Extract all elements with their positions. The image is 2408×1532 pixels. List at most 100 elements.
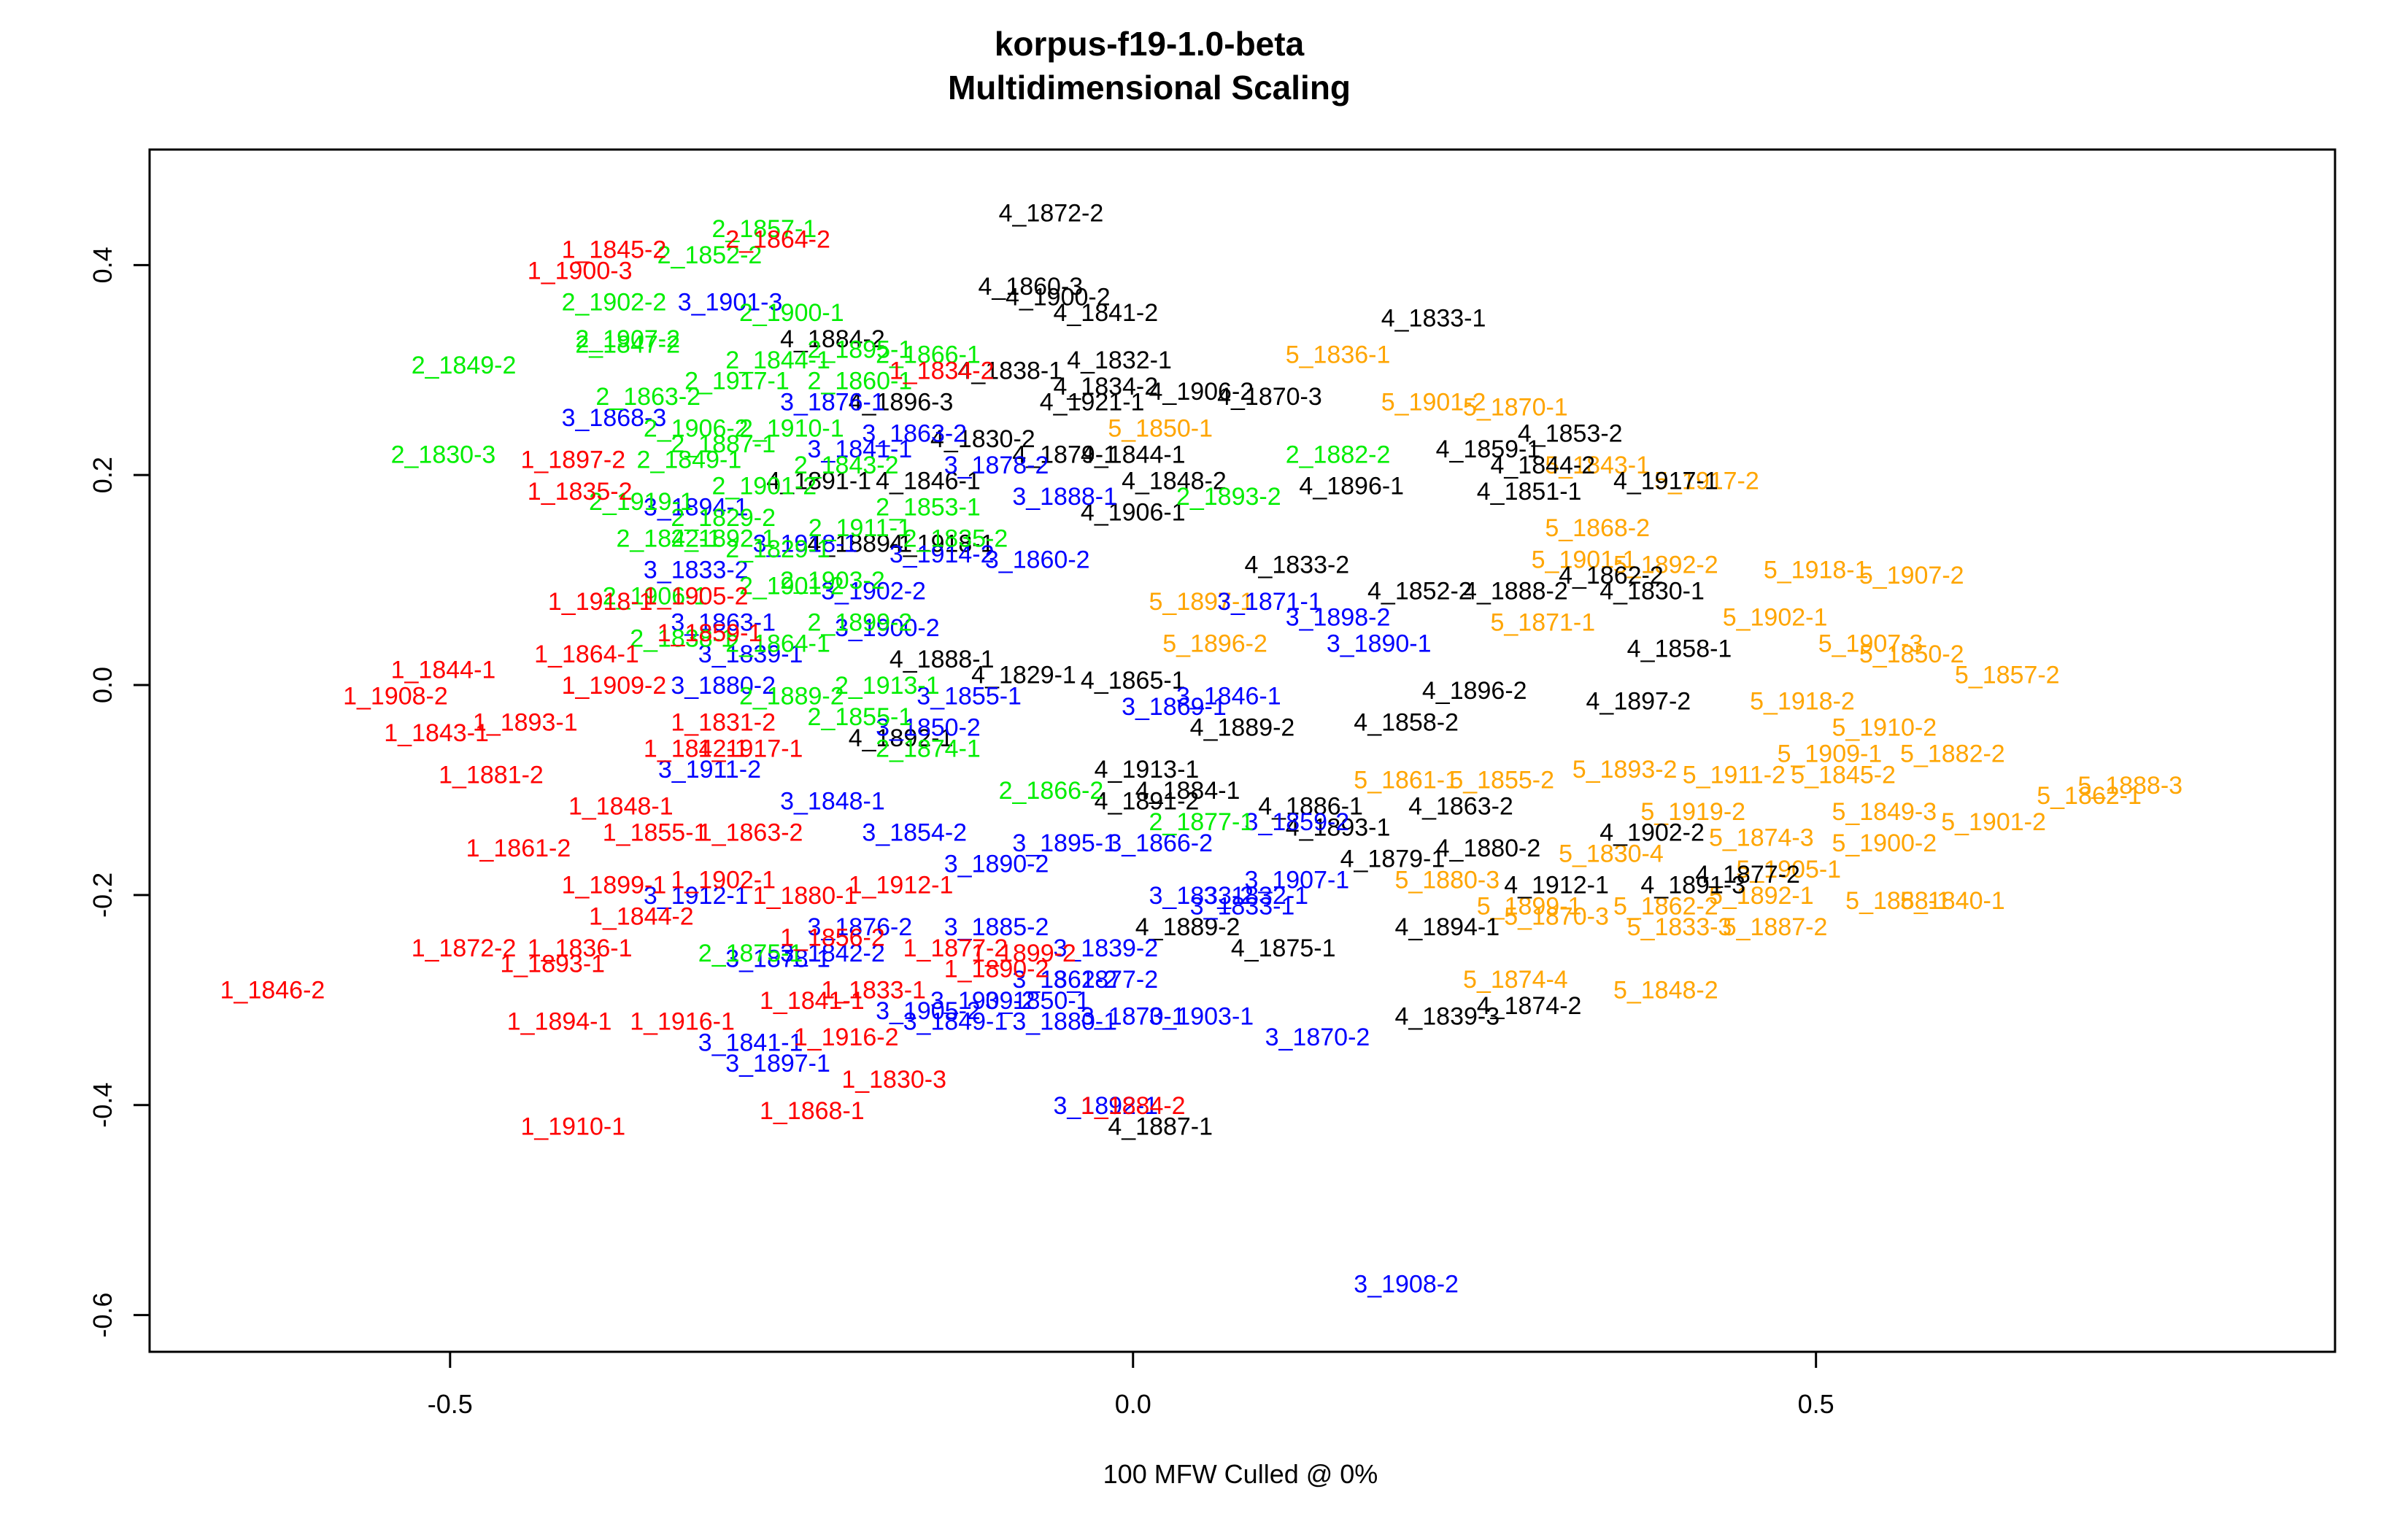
- point-label: 4_1921-1: [1040, 388, 1145, 416]
- point-label: 3_1855-1: [916, 682, 1022, 710]
- point-label: 2_1844-1: [725, 347, 830, 374]
- point-label: 4_1918-1: [890, 530, 995, 558]
- point-label: 3_1900-2: [835, 614, 940, 642]
- point-label: 2_1860-1: [808, 368, 913, 395]
- x-tick-label: 0.0: [1115, 1389, 1151, 1419]
- point-label: 3_1833-2: [1149, 882, 1254, 910]
- point-label: 1_1834-2: [890, 357, 995, 384]
- point-label: 5_1918-2: [1750, 688, 1855, 716]
- chart-title: korpus-f19-1.0-beta: [995, 25, 1305, 63]
- point-label: 1_1836-1: [528, 935, 633, 962]
- point-label: 3_1870-2: [1265, 1024, 1370, 1051]
- point-label: 4_1858-2: [1354, 708, 1459, 736]
- point-label: 4_1906-1: [1081, 499, 1186, 527]
- point-label: 3_1832-1: [1203, 882, 1308, 910]
- point-label: 4_1858-1: [1627, 635, 1732, 663]
- point-label: 1_1899-1: [562, 872, 667, 900]
- point-label: 4_1897-2: [1586, 688, 1691, 716]
- point-label: 4_1838-1: [957, 357, 1062, 384]
- y-tick-label: -0.6: [88, 1293, 117, 1338]
- point-label: 3_1860-2: [985, 546, 1090, 573]
- y-tick-label: 0.0: [88, 667, 117, 703]
- point-label: 1_1872-2: [412, 935, 517, 962]
- point-label: 4_1877-2: [1695, 861, 1800, 889]
- point-label: 4_1870-3: [1217, 383, 1322, 411]
- point-label: 1_1909-2: [562, 672, 667, 700]
- point-label: 4_1896-2: [1422, 677, 1527, 705]
- point-label: 5_1892-1: [1709, 882, 1814, 910]
- point-label: 1_1912-1: [849, 872, 954, 900]
- point-label: 4_1886-1: [1258, 793, 1363, 821]
- point-label: 4_1892-1: [849, 724, 954, 752]
- point-label: 4_1896-1: [1299, 473, 1404, 500]
- point-label: 5_1909-1: [1778, 740, 1883, 768]
- point-label: 2_1852-2: [657, 241, 763, 269]
- point-label: 1_1833-1: [821, 976, 926, 1004]
- point-label: 5_1896-2: [1162, 630, 1267, 657]
- point-label: 5_1905-1: [1736, 856, 1841, 883]
- point-label: 4_1833-2: [1245, 552, 1350, 579]
- point-label: 1_1845-2: [562, 236, 667, 264]
- point-label: 2_1902-2: [562, 289, 667, 317]
- point-label: 3_1863-1: [671, 609, 776, 637]
- point-label: 1_1861-2: [466, 835, 571, 862]
- point-label: 5_1901-2: [1941, 808, 2046, 836]
- point-label: 2_1882-2: [1286, 441, 1391, 468]
- point-label: 4_1888-1: [890, 646, 995, 673]
- point-label: 2_1901-2: [712, 473, 817, 500]
- point-label: 5_1888-3: [2077, 772, 2183, 800]
- point-label: 4_1891-3: [1640, 872, 1745, 900]
- point-label: 4_1829-1: [971, 662, 1076, 689]
- point-label: 4_1889-2: [1190, 714, 1295, 742]
- point-label: 1_1897-2: [520, 446, 625, 474]
- point-label: 3_1850-1: [985, 987, 1090, 1015]
- point-label: 5_1874-3: [1709, 824, 1814, 852]
- point-label: 5_1855-2: [1449, 767, 1554, 794]
- point-label: 3_1880-2: [671, 672, 776, 700]
- point-label: 4_1851-1: [1477, 478, 1582, 506]
- point-label: 4_1872-2: [999, 199, 1104, 227]
- point-label: 5_1910-2: [1832, 714, 1937, 742]
- y-tick-label: -0.4: [88, 1083, 117, 1128]
- point-label: 5_1836-1: [1286, 341, 1391, 369]
- point-label: 5_1899-1: [1477, 892, 1582, 920]
- point-label: 2_1853-1: [876, 493, 981, 521]
- point-label: 3_1885-2: [944, 913, 1049, 941]
- point-label: 3_1870-1: [1081, 1002, 1186, 1030]
- point-label: 4_1862-2: [1559, 562, 1664, 589]
- point-label: 4_1844-1: [1081, 441, 1186, 468]
- point-label: 4_1894-1: [1394, 913, 1500, 941]
- point-label: 3_1890-2: [944, 851, 1049, 878]
- point-label: 1_1844-1: [391, 656, 496, 684]
- point-label: 4_1844-2: [1490, 452, 1595, 479]
- plot-frame: [148, 148, 2336, 1353]
- point-label: 3_1907-1: [1245, 866, 1350, 894]
- point-label: 2_1906-2: [644, 414, 749, 442]
- point-label: 1_1917-1: [698, 735, 803, 762]
- point-label: 3_1878-2: [944, 452, 1049, 479]
- point-label: 3_1911-2: [658, 756, 761, 784]
- point-label: 4_1917-1: [1613, 467, 1718, 495]
- point-label: 4_1830-2: [930, 425, 1035, 453]
- point-label: 4_1891-2: [1095, 787, 1200, 815]
- point-label: 2_1910-1: [739, 414, 844, 442]
- point-label: 4_1833-1: [1381, 304, 1486, 332]
- point-label: 2_1917-1: [684, 368, 790, 395]
- point-label: 4_1852-2: [1367, 578, 1473, 606]
- point-label: 3_1909-2: [930, 987, 1035, 1015]
- point-label: 1_1846-2: [220, 976, 325, 1004]
- point-label: 3_1897-1: [725, 1050, 830, 1078]
- x-tick-label: 0.5: [1798, 1389, 1834, 1419]
- point-label: 1_1831-2: [671, 708, 776, 736]
- point-label: 1_1842-1: [644, 735, 749, 762]
- point-label: 3_1833-1: [1190, 892, 1295, 920]
- point-label: 2_1875-1: [698, 940, 803, 967]
- point-label: 4_1888-2: [1463, 578, 1568, 606]
- point-label: 2_1838-1: [630, 624, 735, 652]
- point-label: 4_1832-1: [1067, 347, 1172, 374]
- point-label: 2_1835-2: [903, 525, 1008, 553]
- point-label: 2_1911-1: [809, 514, 911, 542]
- point-label: 2_1842-1: [616, 525, 721, 553]
- point-label: 2_1887-1: [671, 430, 776, 458]
- point-label: 5_1871-1: [1490, 609, 1595, 637]
